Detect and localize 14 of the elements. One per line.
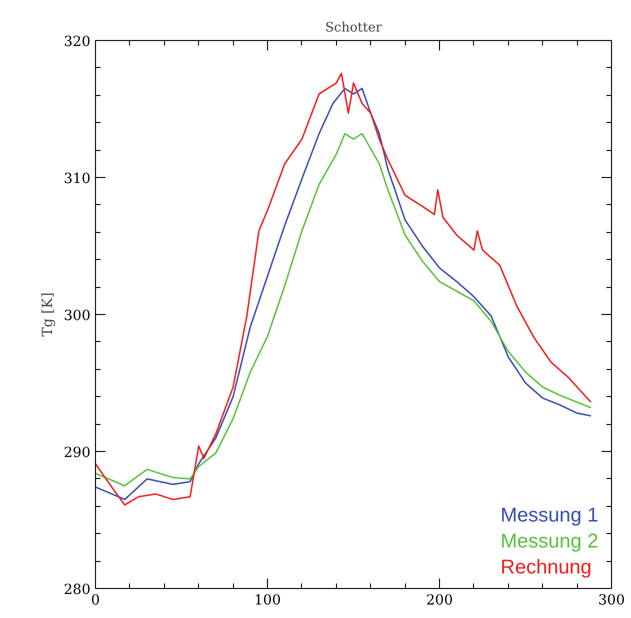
- x-tick-label: 200: [426, 592, 453, 608]
- y-tick-label: 280: [64, 582, 91, 598]
- chart-title: Schotter: [325, 20, 383, 36]
- y-tick-label: 300: [64, 308, 91, 324]
- text: Messung 1: [500, 504, 598, 526]
- x-tick-label: 300: [598, 592, 625, 608]
- x-tick-label: 100: [254, 592, 281, 608]
- y-axis-title: Tg [K]: [40, 292, 56, 337]
- y-tick-label: 290: [64, 445, 91, 461]
- x-tick-label: 0: [91, 592, 100, 608]
- text: Rechnung: [500, 556, 592, 578]
- y-tick-label: 310: [64, 171, 91, 187]
- text: Messung 2: [500, 530, 598, 552]
- y-tick-label: 320: [64, 34, 91, 50]
